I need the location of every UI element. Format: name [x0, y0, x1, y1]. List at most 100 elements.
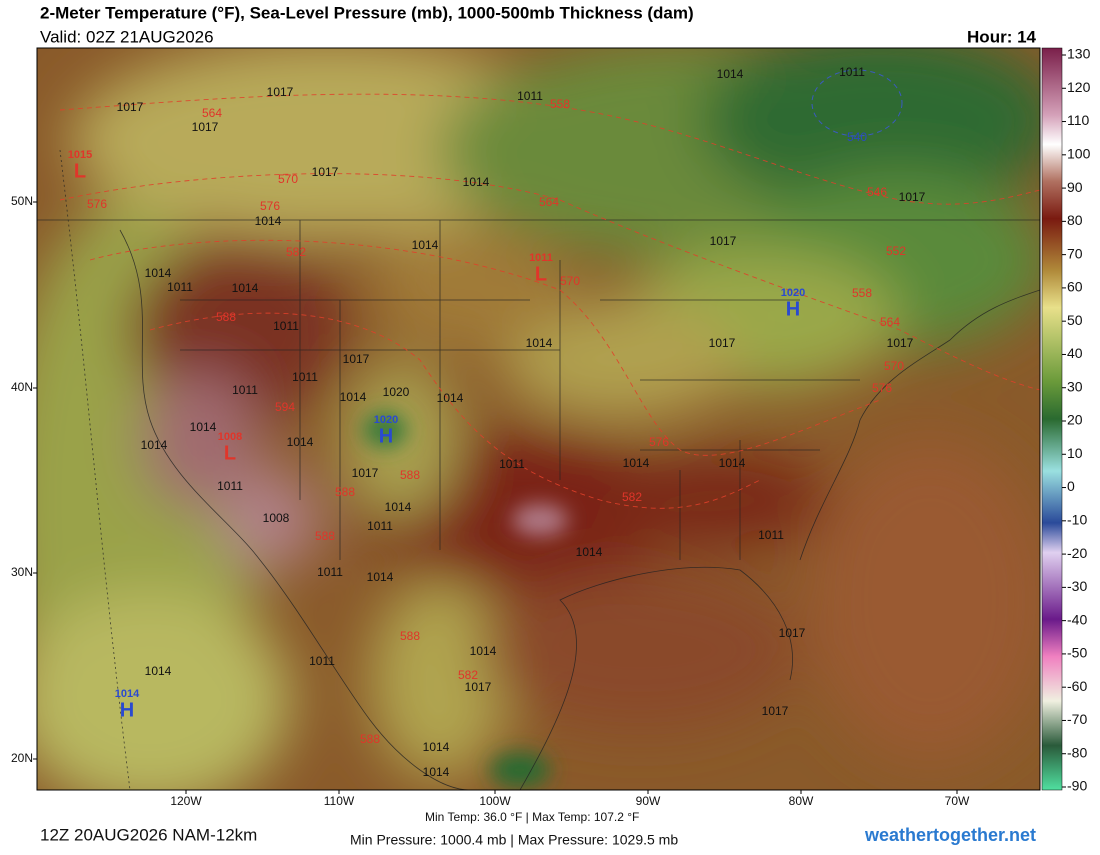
isobar-label: 1017 [710, 234, 737, 248]
isobar-label: 1014 [145, 664, 172, 678]
isobar-label: 1017 [267, 85, 294, 99]
isobar-label: 1017 [465, 680, 492, 694]
colorbar-label: 90 [1067, 179, 1083, 195]
latitude-label: 30N [11, 565, 33, 579]
thickness-label: 558 [550, 97, 570, 111]
pressure-center-letter: H [120, 699, 134, 721]
isobar-label: 1014 [255, 214, 282, 228]
colorbar-label: -20 [1067, 545, 1087, 561]
thickness-label: 540 [847, 130, 867, 144]
colorbar-label: 0 [1067, 478, 1075, 494]
isobar-label: 1011 [517, 89, 543, 103]
thickness-label: 576 [649, 435, 669, 449]
colorbar-label: -40 [1067, 611, 1087, 627]
pressure-center-letter: H [379, 425, 393, 447]
colorbar-label: 70 [1067, 245, 1083, 261]
isobar-label: 1011 [317, 565, 343, 579]
isobar-label: 1014 [190, 420, 217, 434]
isobar-label: 1014 [412, 238, 439, 252]
thickness-label: 588 [400, 629, 420, 643]
isobar-label: 1014 [470, 644, 497, 658]
isobar-label: 1011 [839, 65, 865, 79]
thickness-label: 588 [360, 732, 380, 746]
isobar-label: 1011 [217, 479, 243, 493]
pressure-center-value: 1008 [218, 431, 242, 443]
longitude-label: 100W [479, 794, 511, 808]
isobar-label: 1011 [167, 280, 193, 294]
colorbar-label: -50 [1067, 645, 1087, 661]
isobar-label: 1011 [273, 319, 299, 333]
min-max-temp: Min Temp: 36.0 °F | Max Temp: 107.2 °F [425, 810, 639, 824]
isobar-label: 1017 [352, 466, 379, 480]
thickness-label: 558 [852, 286, 872, 300]
pressure-center-value: 1014 [115, 688, 140, 700]
pressure-center-value: 1015 [68, 149, 92, 161]
colorbar-label: 30 [1067, 378, 1083, 394]
thickness-label: 582 [458, 668, 478, 682]
longitude-label: 70W [945, 794, 970, 808]
colorbar-label: 100 [1067, 146, 1091, 162]
isobar-label: 1014 [437, 391, 464, 405]
forecast-hour: Hour: 14 [967, 27, 1037, 46]
map-frame [36, 47, 1041, 791]
colorbar-label: -70 [1067, 711, 1087, 727]
thickness-label: 582 [286, 245, 306, 259]
longitude-label: 110W [324, 794, 355, 808]
longitude-label: 80W [789, 794, 814, 808]
thickness-label: 576 [260, 199, 280, 213]
colorbar-label: -90 [1067, 778, 1087, 794]
thickness-label: 588 [315, 529, 335, 543]
isobar-label: 1014 [287, 435, 314, 449]
thickness-label: 576 [872, 381, 892, 395]
thickness-label: 588 [400, 468, 420, 482]
colorbar-label: 120 [1067, 79, 1091, 95]
colorbar-label: 130 [1067, 46, 1091, 62]
pressure-center-letter: L [224, 442, 236, 464]
site-credit[interactable]: weathertogether.net [864, 825, 1036, 845]
thickness-label: 576 [87, 197, 107, 211]
isobar-label: 1017 [779, 626, 806, 640]
isobar-label: 1014 [526, 336, 553, 350]
colorbar-label: -80 [1067, 744, 1087, 760]
colorbar-label: 40 [1067, 345, 1083, 361]
thickness-label: 582 [622, 490, 642, 504]
isobar-label: 1014 [623, 456, 650, 470]
isobar-label: 1017 [192, 120, 219, 134]
colorbar-label: 10 [1067, 445, 1083, 461]
colorbar-label: -60 [1067, 678, 1087, 694]
isobar-label: 1014 [367, 570, 394, 584]
longitude-label: 120W [170, 794, 202, 808]
thickness-label: 564 [539, 195, 559, 209]
isobar-label: 1014 [576, 545, 603, 559]
min-max-pressure: Min Pressure: 1000.4 mb | Max Pressure: … [350, 832, 678, 848]
colorbar-label: -10 [1067, 512, 1087, 528]
isobar-label: 1014 [385, 500, 412, 514]
isobar-label: 1017 [343, 352, 370, 366]
isobar-label: 1014 [719, 456, 746, 470]
isobar-label: 1017 [762, 704, 789, 718]
colorbar-label: 80 [1067, 212, 1083, 228]
isobar-label: 1017 [312, 165, 339, 179]
isobar-label: 1017 [117, 100, 144, 114]
thickness-label: 570 [560, 274, 580, 288]
valid-time: Valid: 02Z 21AUG2026 [40, 27, 214, 46]
thickness-label: 564 [880, 315, 900, 329]
pressure-center-value: 1020 [374, 414, 398, 426]
model-run: 12Z 20AUG2026 NAM-12km [40, 825, 257, 844]
pressure-center-value: 1011 [529, 252, 553, 264]
thickness-label: 588 [335, 485, 355, 499]
thickness-label: 564 [202, 106, 222, 120]
colorbar-label: 60 [1067, 279, 1083, 295]
colorbar-label: -30 [1067, 578, 1087, 594]
longitude-label: 90W [636, 794, 661, 808]
isobar-label: 1014 [145, 266, 172, 280]
isobar-label: 1017 [899, 190, 926, 204]
isobar-label: 1014 [423, 765, 450, 779]
map-title: 2-Meter Temperature (°F), Sea-Level Pres… [40, 3, 694, 22]
colorbar-label: 20 [1067, 412, 1083, 428]
isobar-label: 1014 [141, 438, 168, 452]
isobar-label: 1014 [340, 390, 367, 404]
pressure-center-letter: L [535, 263, 547, 285]
colorbar-label: 50 [1067, 312, 1083, 328]
latitude-label: 40N [11, 380, 33, 394]
